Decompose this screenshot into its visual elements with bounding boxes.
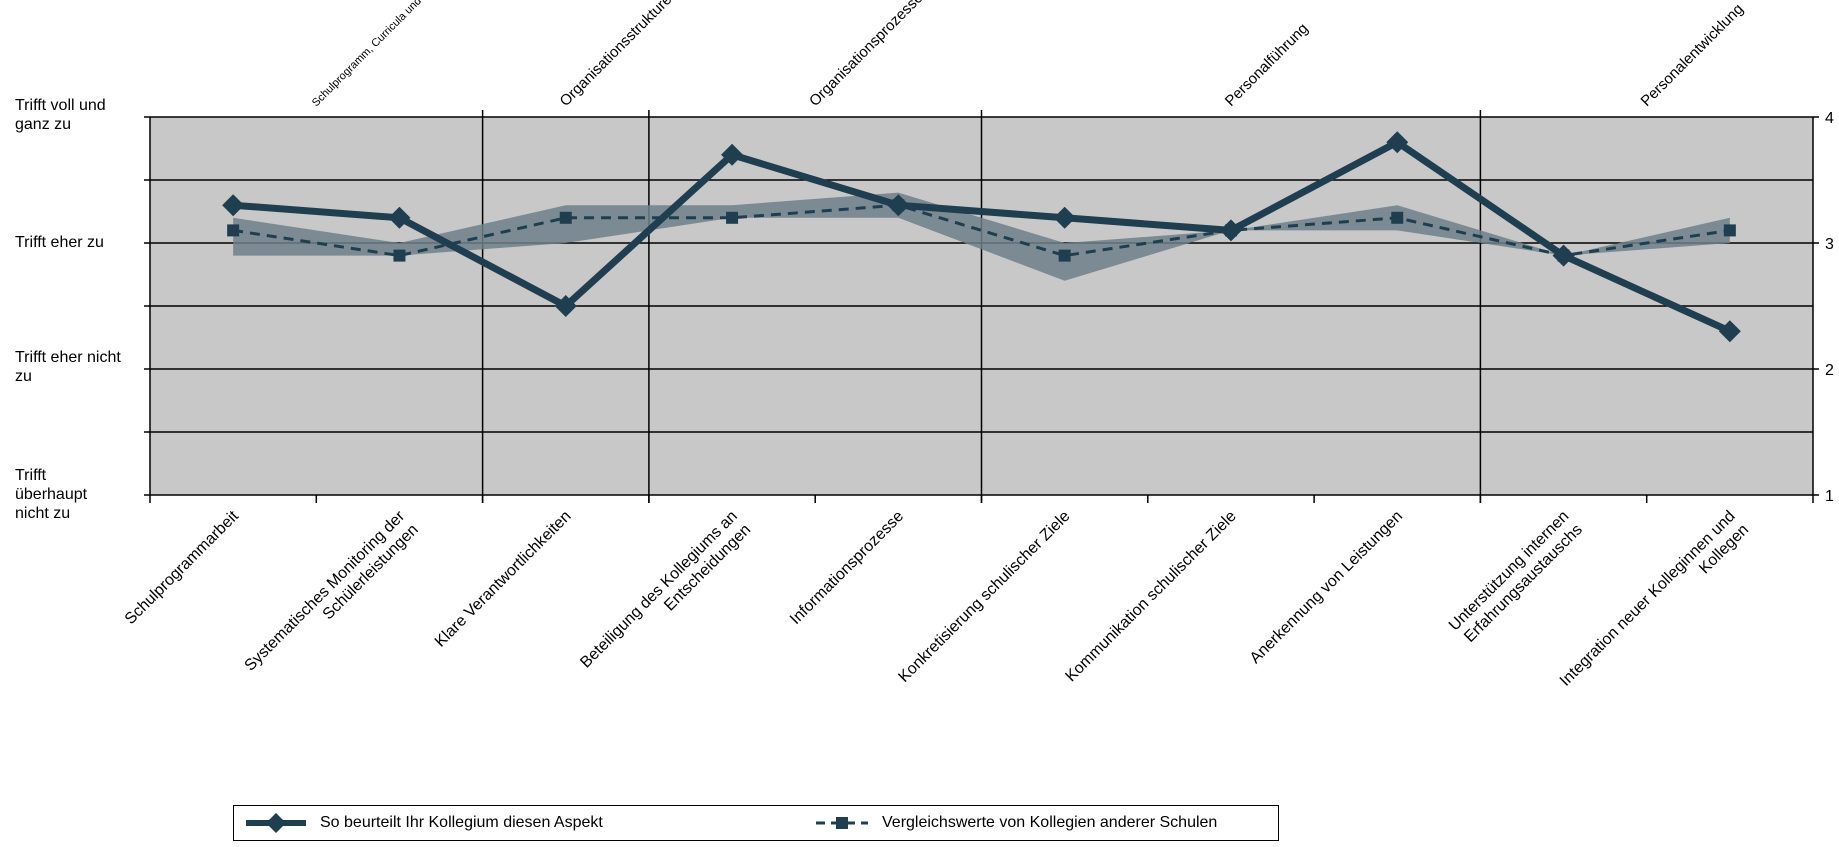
y-tick-label: 4: [1825, 110, 1834, 127]
y-label-left-line: Trifft eher nicht: [15, 349, 121, 366]
legend: So beurteilt Ihr Kollegium diesen Aspekt…: [233, 805, 1279, 841]
category-label: Schulprogrammarbeit: [122, 507, 243, 628]
series-line-own: [232, 138, 1732, 335]
category-label: Integration neuer Kolleginnen undKollege…: [1557, 508, 1752, 703]
point-own: [554, 295, 577, 317]
y-label-left-line: ganz zu: [15, 116, 72, 133]
y-label-left-line: nicht zu: [15, 505, 71, 522]
category-label-line: Unterstützung internen: [1446, 508, 1572, 634]
category-label: Informationsprozesse: [787, 508, 907, 628]
category-label: Systematisches Monitoring derSchülerleis…: [242, 507, 423, 688]
point-own: [887, 194, 910, 217]
category-label-line: Konkretisierung schulischer Ziele: [895, 508, 1073, 686]
legend-label-own: So beurteilt Ihr Kollegium diesen Aspekt: [320, 814, 603, 831]
point-comparison: [1058, 249, 1071, 262]
category-label: Unterstützung internenErfahrungsaustausc…: [1446, 508, 1586, 648]
group-label: Personalentwicklung: [1638, 1, 1747, 110]
y-tick-label: 1: [1825, 488, 1834, 505]
point-own: [721, 143, 744, 166]
point-comparison: [726, 211, 739, 224]
group-label: Schulprogramm, Curricula und Evaluation: [310, 0, 462, 109]
point-own: [1718, 320, 1741, 343]
legend-item-own: So beurteilt Ihr Kollegium diesen Aspekt: [244, 806, 603, 840]
category-label: Anerkennung von Leistungen: [1247, 508, 1406, 667]
category-label-line: Integration neuer Kolleginnen und: [1557, 508, 1739, 690]
category-label: Kommunikation schulischer Ziele: [1062, 508, 1239, 685]
comparison-band: [233, 192, 1730, 281]
y-tick-label: 3: [1825, 236, 1834, 253]
point-comparison: [1723, 224, 1736, 237]
group-label: Organisationsstrukturen: [557, 0, 682, 110]
point-own: [388, 206, 411, 229]
y-label-left-line: Trifft: [15, 467, 47, 484]
legend-dashed-line-icon: [816, 817, 868, 829]
category-label-line: Kommunikation schulischer Ziele: [1062, 508, 1239, 685]
category-label-line: Erfahrungsaustauschs: [1461, 521, 1586, 646]
category-label-line: Systematisches Monitoring der: [242, 507, 409, 674]
category-label-line: Schulprogrammarbeit: [122, 507, 243, 628]
y-label-left: Trifft voll und ganz zu: [15, 96, 145, 134]
category-label: Beteiligung des Kollegiums anEntscheidun…: [577, 508, 754, 685]
category-label-line: Anerkennung von Leistungen: [1247, 508, 1406, 667]
legend-item-compare: Vergleichswerte von Kollegien anderer Sc…: [814, 806, 1217, 840]
category-label: Konkretisierung schulischer Ziele: [895, 508, 1073, 686]
group-label: Personalführung: [1222, 20, 1312, 110]
y-label-left: Trifft eher zu: [15, 233, 145, 252]
legend-label-compare: Vergleichswerte von Kollegien anderer Sc…: [882, 814, 1218, 831]
point-own: [1219, 219, 1242, 242]
point-comparison: [559, 211, 572, 224]
group-label: Organisationsprozesse: [806, 0, 927, 110]
series-line-comparison: [232, 203, 1731, 258]
category-label-line: Beteiligung des Kollegiums an: [577, 508, 741, 672]
y-label-left: Trifft überhaupt nicht zu: [15, 466, 145, 523]
y-label-left-line: Trifft voll und: [15, 97, 106, 114]
category-label: Klare Verantwortlichkeiten: [432, 508, 575, 651]
point-comparison: [1391, 211, 1404, 224]
y-label-left-line: zu: [15, 368, 32, 385]
category-label-line: Informationsprozesse: [787, 508, 907, 628]
y-label-left: Trifft eher nicht zu: [15, 348, 145, 386]
point-own: [1552, 244, 1575, 267]
y-label-left-line: Trifft eher zu: [15, 234, 104, 251]
point-own: [222, 194, 245, 217]
point-own: [1053, 206, 1076, 229]
category-label-line: Klare Verantwortlichkeiten: [432, 508, 575, 651]
point-own: [1386, 131, 1409, 154]
y-label-left-line: überhaupt: [15, 486, 88, 503]
point-comparison: [227, 224, 240, 237]
point-comparison: [393, 249, 406, 262]
y-tick-label: 2: [1825, 362, 1834, 379]
chart: 1 2 3 4 Schulprogramm, Curricula und Evaluat…: [122, 0, 1834, 703]
legend-solid-line-icon: [246, 813, 306, 833]
